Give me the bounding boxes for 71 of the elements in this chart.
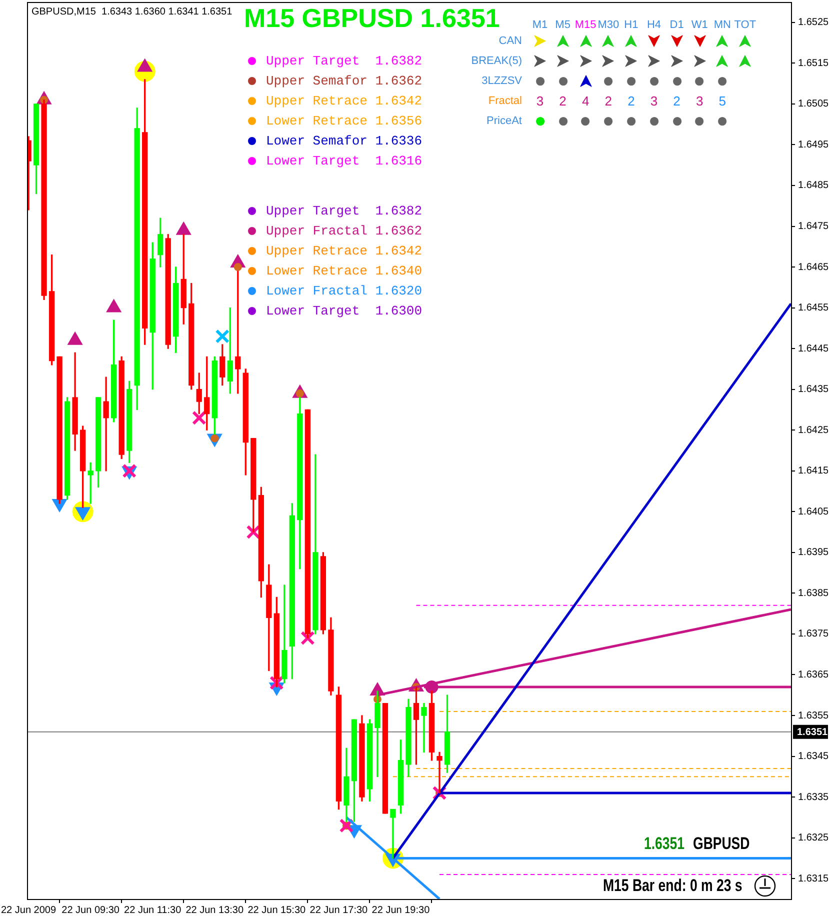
annotation: Upper Retrace 1.6342	[266, 244, 422, 258]
annotation: Lower Target 1.6300	[266, 304, 422, 318]
y-tick-label: 1.6325	[798, 832, 829, 844]
x-tick-label: 22 Jun 13:30	[186, 904, 244, 916]
x-tick-label: 22 Jun 2009	[0, 904, 56, 916]
annotation: Lower Target 1.6316	[266, 154, 422, 168]
chart-subtitle: GBPUSD,M15 1.6343 1.6360 1.6341 1.6351	[31, 6, 232, 18]
annotation: H4	[646, 19, 662, 31]
annotation: M15 Bar end: 0 m 23 s	[603, 876, 742, 896]
y-tick-label: 1.6425	[798, 424, 829, 436]
annotation: Upper Target 1.6382	[266, 204, 422, 218]
annotation: 3	[536, 94, 544, 108]
y-tick-label: 1.6445	[798, 343, 829, 354]
annotation: Upper Target 1.6382	[266, 54, 422, 68]
annotation: 3LZZSV	[482, 75, 522, 87]
annotation: D1	[670, 19, 684, 31]
annotation: 2	[559, 94, 566, 108]
annotation: 2	[673, 94, 680, 108]
x-tick-label: 22 Jun 15:30	[248, 904, 306, 916]
y-tick-label: 1.6495	[798, 139, 829, 150]
y-tick-label: 1.6505	[798, 98, 829, 110]
annotation: 2	[604, 94, 612, 108]
annotation: BREAK(5)	[471, 55, 522, 67]
annotation: CAN	[498, 35, 522, 47]
annotation: MN	[714, 19, 731, 31]
annotation: M5	[555, 19, 570, 31]
annotation: Lower Fractal 1.6320	[266, 284, 422, 298]
y-tick-label: 1.6315	[798, 873, 829, 884]
annotation: GBPUSD	[693, 834, 750, 854]
y-tick-label: 1.6345	[798, 751, 829, 762]
y-tick-label: 1.6485	[798, 180, 829, 192]
y-tick-label: 1.6475	[798, 221, 829, 232]
annotation: Fractal	[488, 95, 522, 107]
annotation: Upper Fractal 1.6362	[266, 224, 422, 238]
annotation: M1	[532, 19, 548, 31]
x-tick-label: 22 Jun 17:30	[310, 904, 368, 916]
annotation: M15	[574, 19, 596, 31]
annotation: 2	[628, 94, 635, 108]
annotation: W1	[691, 19, 708, 31]
y-tick-label: 1.6415	[798, 466, 829, 477]
annotation: H1	[624, 19, 638, 31]
y-tick-label: 1.6365	[798, 670, 829, 680]
y-tick-label: 1.6385	[798, 588, 829, 599]
annotation: PriceAt	[486, 115, 522, 127]
y-tick-label: 1.6375	[798, 628, 829, 640]
y-tick-label: 1.6515	[798, 58, 829, 69]
x-tick-label: 22 Jun 11:30	[124, 904, 182, 916]
y-tick-label: 1.6395	[798, 547, 829, 558]
y-tick-label: 1.6335	[798, 792, 829, 803]
annotation: Upper Semafor 1.6362	[266, 74, 422, 88]
annotation: 3	[650, 94, 658, 108]
x-tick-label: 22 Jun 09:30	[62, 904, 120, 916]
chart-title: M15 GBPUSD 1.6351	[244, 3, 500, 34]
y-tick-label: 1.6405	[798, 506, 829, 518]
y-tick-label: 1.6465	[798, 262, 829, 273]
annotation: Lower Retrace 1.6340	[266, 264, 422, 278]
annotation: TOT	[734, 19, 756, 31]
y-tick-label: 1.6355	[798, 710, 829, 722]
ref-line-label: 1.6351	[797, 727, 828, 738]
y-tick-label: 1.6455	[798, 302, 829, 314]
annotation: 4	[582, 94, 590, 108]
annotation: Lower Retrace 1.6356	[266, 114, 422, 128]
annotation: Lower Semafor 1.6336	[266, 134, 422, 148]
annotation: 5	[718, 94, 726, 108]
annotation: Upper Retrace 1.6342	[266, 94, 422, 108]
annotation: M30	[598, 19, 620, 31]
y-tick-label: 1.6525	[798, 17, 829, 28]
y-tick-label: 1.6435	[798, 384, 829, 396]
annotation: 1.6351	[644, 834, 685, 854]
annotation: 3	[696, 94, 704, 108]
x-tick-label: 22 Jun 19:30	[372, 904, 430, 916]
